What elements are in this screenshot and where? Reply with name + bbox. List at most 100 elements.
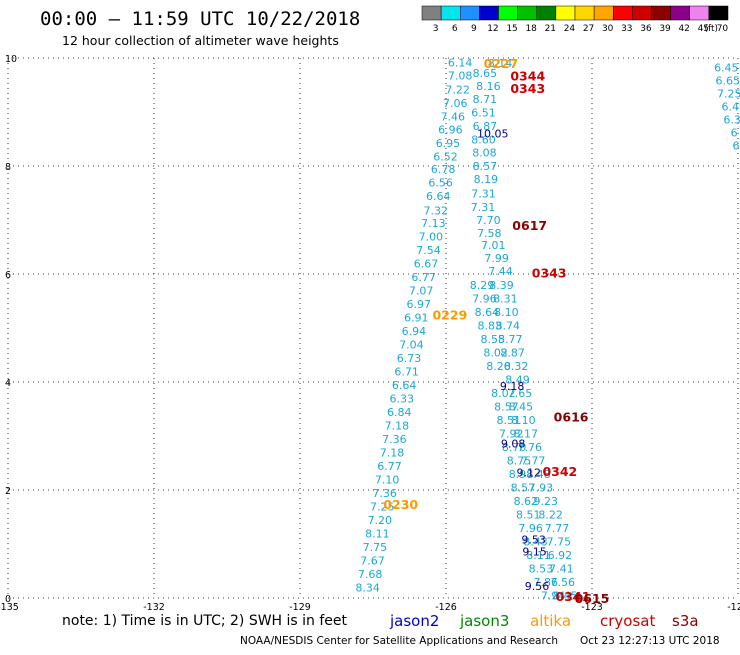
- pass-time-label: 0343: [532, 265, 567, 280]
- swh-point: 8.60: [471, 134, 496, 147]
- swh-point: 9.12: [516, 467, 541, 480]
- scale-label: 30: [602, 24, 614, 34]
- scale-label: 6: [452, 24, 458, 34]
- swh-point: 8.45: [509, 400, 534, 413]
- footer-note: note: 1) Time is in UTC; 2) SWH is in fe…: [62, 613, 348, 629]
- swh-point: 8.71: [473, 93, 498, 106]
- swh-point: 10.05: [477, 128, 509, 141]
- scale-swatch: [574, 5, 595, 21]
- swh-point: 7.67: [360, 555, 385, 568]
- swh-point: 8.16: [476, 80, 501, 93]
- scale-swatch: [651, 5, 671, 21]
- swh-point: 7.22: [445, 83, 470, 96]
- scale-label: 18: [525, 24, 537, 34]
- scale-label: 3: [433, 24, 439, 34]
- chart-title: 00:00 — 11:59 UTC 10/22/2018: [40, 8, 360, 30]
- swh-point: 8.55: [480, 333, 505, 346]
- swh-point: 8.51: [497, 414, 522, 427]
- y-tick-label: 10: [5, 54, 17, 65]
- x-tick-label: -135: [0, 602, 19, 613]
- swh-point: 7.77: [545, 522, 570, 535]
- swh-point: 7.93: [529, 481, 554, 494]
- swh-point: 6.14: [448, 56, 473, 69]
- legend-s3a: s3a: [672, 612, 699, 630]
- scale-swatch: [479, 5, 499, 21]
- swh-point: 7.65: [508, 387, 533, 400]
- scale-swatch: [708, 5, 729, 21]
- swh-point: 8.57: [494, 400, 519, 413]
- swh-point: 8.29: [470, 279, 495, 292]
- swh-point: 7.92: [499, 427, 524, 440]
- legend-cryosat: cryosat: [600, 612, 655, 630]
- scale-swatch: [670, 5, 690, 21]
- swh-point: 8.10: [494, 306, 519, 319]
- swh-point: 8.51: [516, 508, 541, 521]
- swh-point: 7.96: [472, 292, 497, 305]
- scale-label: 21: [545, 24, 556, 34]
- scale-swatch: [613, 5, 633, 21]
- swh-points: 6.147.087.227.067.466.966.956.526.786.56…: [355, 56, 740, 602]
- swh-point: 9.23: [534, 495, 559, 508]
- x-tick-label: -123: [581, 602, 603, 613]
- pass-time-label: 0617: [512, 218, 547, 233]
- swh-point: 8.57: [473, 160, 498, 173]
- swh-point: 7.46: [441, 110, 466, 123]
- swh-point: 8.32: [504, 360, 529, 373]
- swh-point: 9.15: [522, 546, 547, 559]
- color-scale: 3 6 9 12 15 18 21 24 27 30 33 36 39 42 45 70(ft): [421, 5, 729, 34]
- scale-swatch: [440, 5, 461, 21]
- swh-point: 7.06: [443, 97, 468, 110]
- swh-point: 6.92: [548, 549, 573, 562]
- swh-point: 8.11: [365, 528, 390, 541]
- swh-point: 9.18: [500, 380, 525, 393]
- swh-point: 8.02: [491, 387, 516, 400]
- swh-point: 7.07: [409, 285, 434, 298]
- swh-point: 8.74: [496, 319, 521, 332]
- swh-point: 6.96: [438, 123, 463, 136]
- swh-point: 6.64: [426, 190, 451, 203]
- pass-time-label: 0616: [554, 410, 589, 425]
- swh-point: 7.68: [358, 568, 383, 581]
- swh-point: 6.95: [436, 137, 461, 150]
- swh-point: 8.43: [523, 535, 548, 548]
- swh-point: 7.36: [382, 433, 407, 446]
- pass-time-label: 0341: [556, 589, 591, 604]
- swh-point: 7.00: [419, 231, 444, 244]
- swh-point: 6.84: [387, 406, 412, 419]
- swh-point: 9.08: [501, 438, 526, 451]
- swh-point: 6.77: [411, 271, 436, 284]
- swh-point: 6.71: [394, 366, 419, 379]
- scale-label: 45: [698, 24, 709, 34]
- pass-time-label: 0229: [432, 308, 467, 323]
- y-tick-label: 4: [5, 378, 11, 389]
- swh-point: 7.41: [549, 562, 574, 575]
- legend-jason2: jason2: [389, 612, 439, 630]
- swh-point: 8.45: [553, 589, 578, 602]
- swh-point: 6: [733, 139, 740, 152]
- plot-grid: [7, 57, 739, 599]
- axis-ticks: -135 -132 -129 -126 -123 -120 0 2 4 6 8 10: [0, 54, 740, 613]
- swh-point: 7.75: [363, 541, 388, 554]
- swh-point: 7.32: [424, 204, 449, 217]
- scale-swatch: [555, 5, 576, 21]
- scale-swatch: [421, 5, 442, 21]
- scale-swatch: [536, 5, 557, 21]
- legend-jason3: jason3: [459, 612, 509, 630]
- swh-point: 7.75: [547, 535, 572, 548]
- swh-point: 6.33: [389, 393, 414, 406]
- swh-point: 7.31: [471, 188, 496, 201]
- scale-label: 9: [471, 24, 477, 34]
- pass-time-label: 0615: [575, 591, 610, 606]
- swh-point: 8.19: [474, 173, 499, 186]
- chart-subtitle: 12 hour collection of altimeter wave hei…: [62, 33, 339, 48]
- swh-point: 7.18: [385, 420, 410, 433]
- swh-point: 7.44: [488, 265, 513, 278]
- swh-point: 7.86: [534, 576, 559, 589]
- swh-point: 6.3: [723, 114, 740, 127]
- swh-point: 8.31: [493, 292, 518, 305]
- swh-point: 7.70: [476, 214, 501, 227]
- scale-label: 36: [640, 24, 652, 34]
- swh-point: 7.20: [368, 514, 393, 527]
- scale-label: 39: [659, 24, 671, 34]
